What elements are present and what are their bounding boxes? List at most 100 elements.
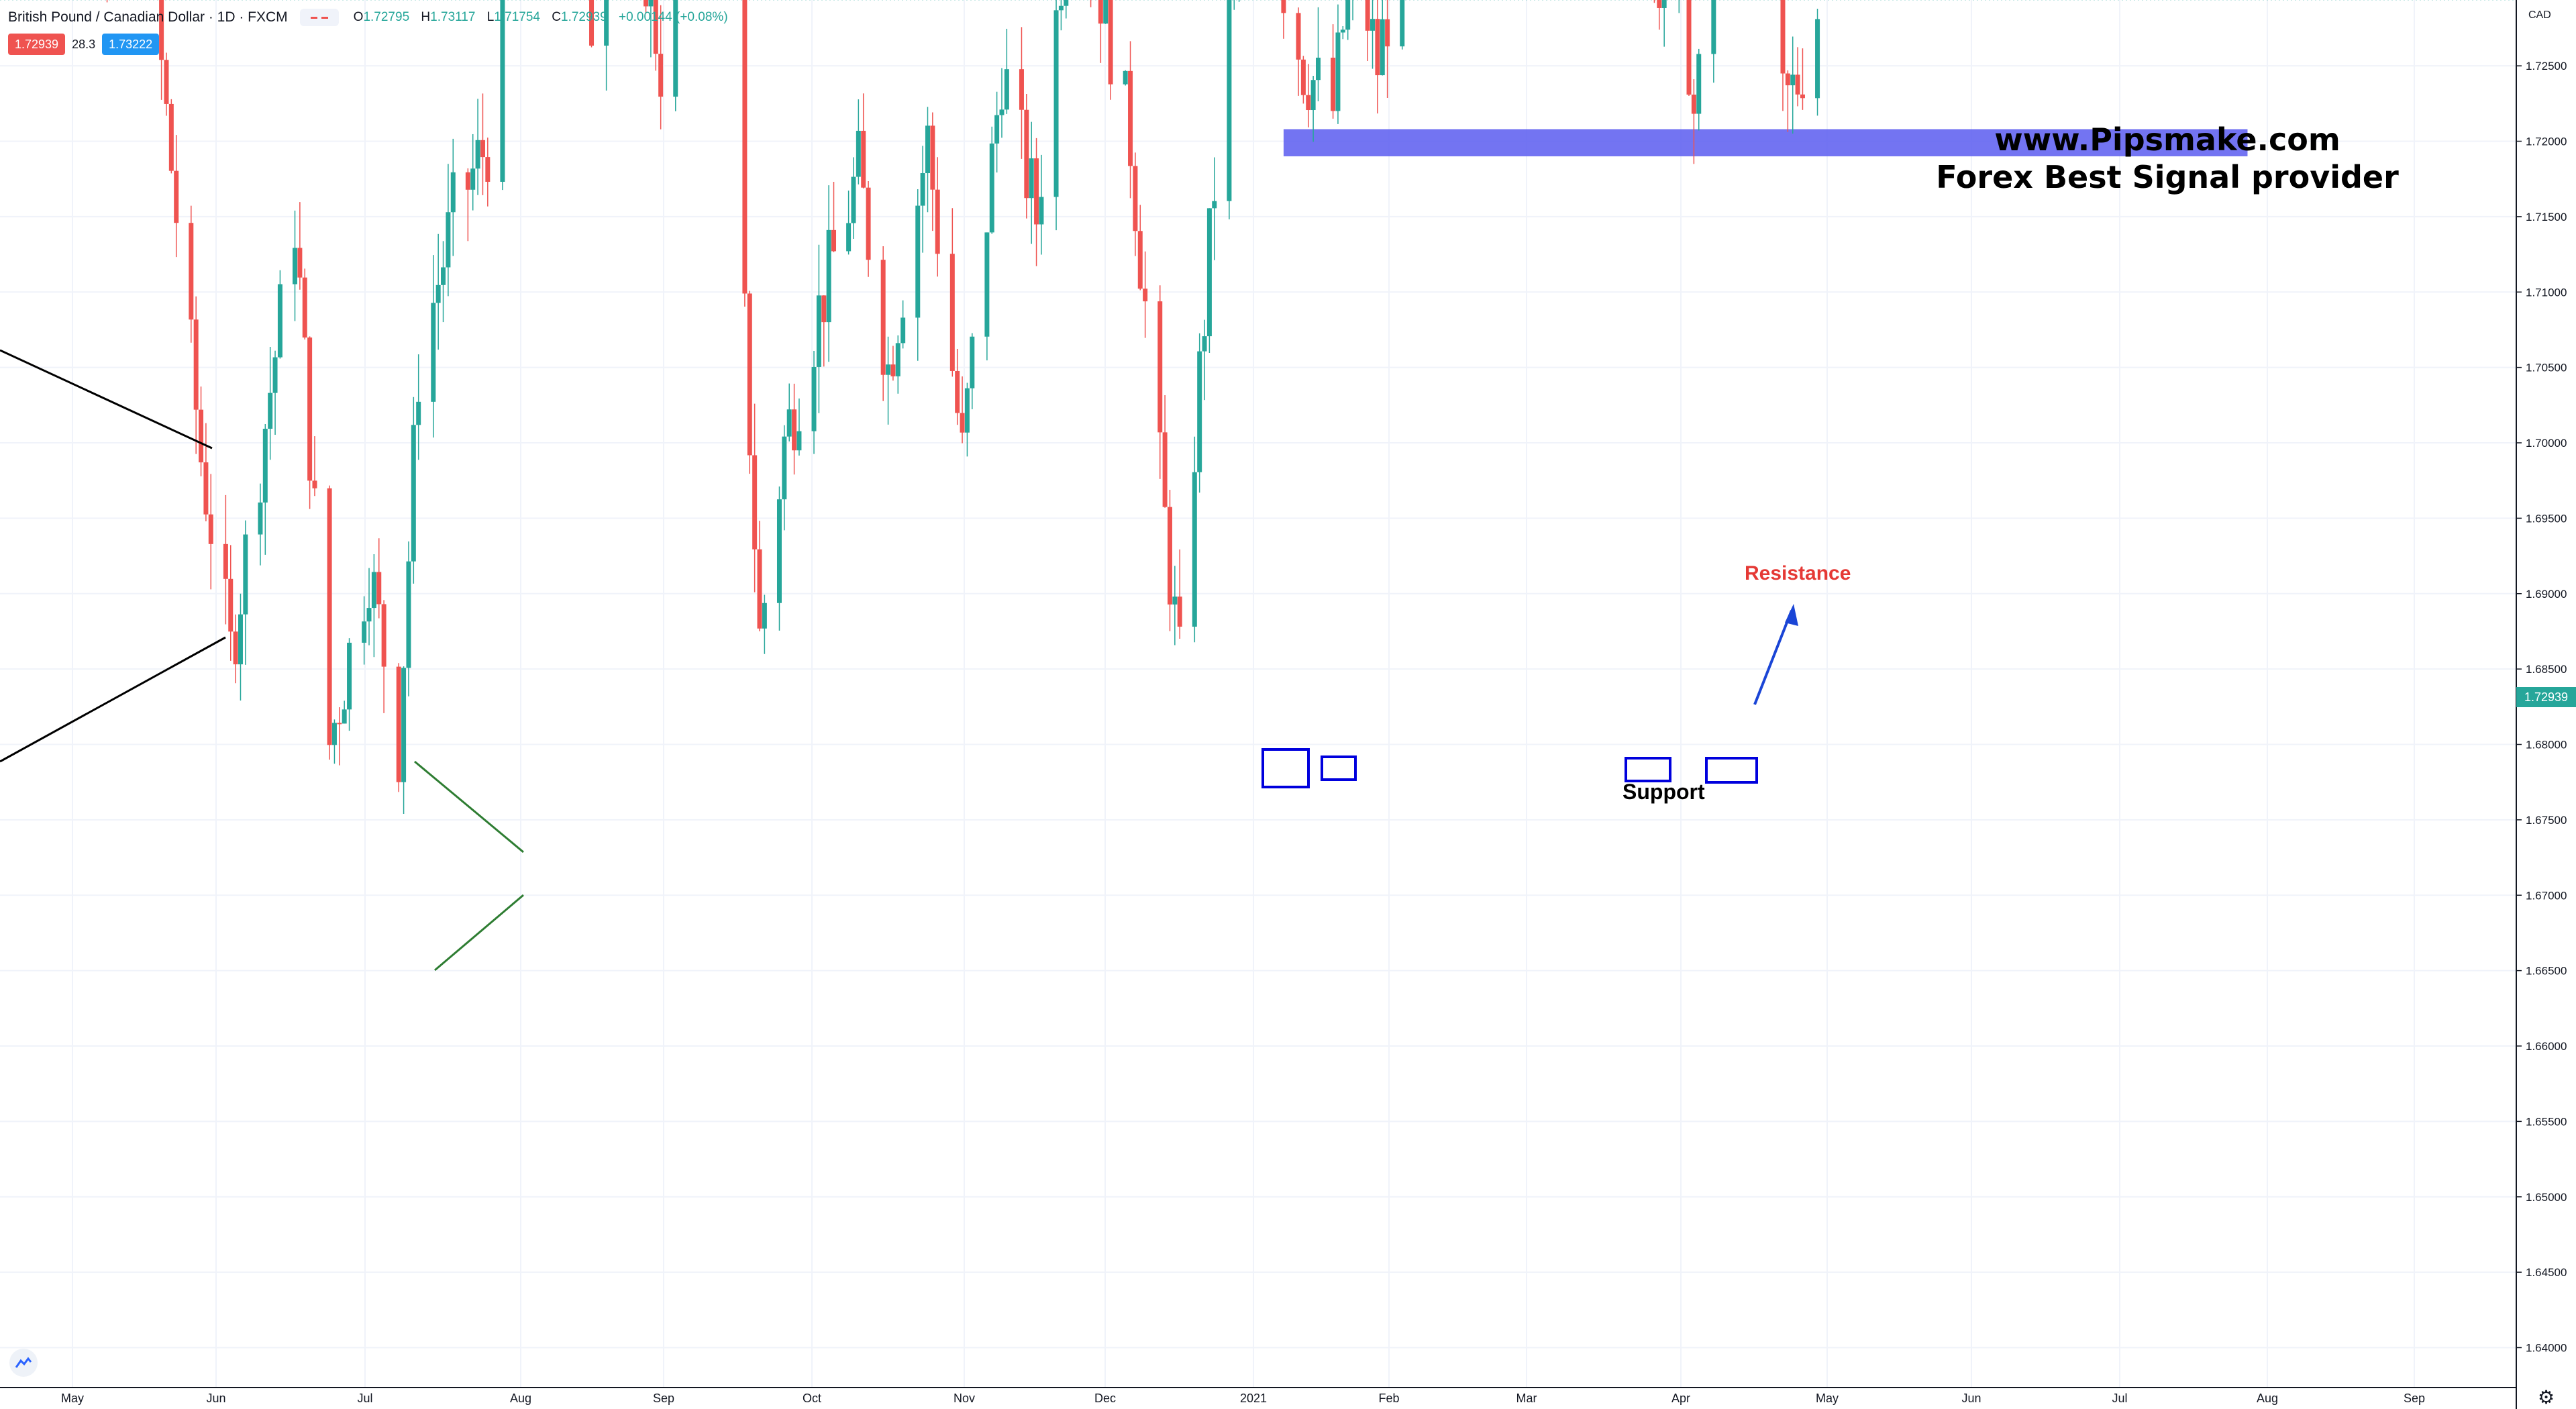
x-tick-label: Apr: [1671, 1392, 1690, 1405]
x-tick-label: Oct: [803, 1392, 821, 1405]
candle-up: [416, 401, 421, 425]
y-tick-label: 1.64500: [2526, 1266, 2567, 1279]
candle-up: [1123, 70, 1128, 85]
candle-up: [1227, 0, 1232, 201]
candle-up: [782, 436, 787, 500]
candle-down: [480, 140, 485, 158]
tradingview-logo-icon[interactable]: [9, 1349, 38, 1377]
candle-up: [786, 409, 792, 437]
candle-up: [796, 431, 802, 451]
trade-buttons: 1.72939 28.3 1.73222: [8, 34, 160, 55]
candle-down: [1686, 0, 1692, 95]
currency-label: CAD: [2528, 9, 2551, 21]
candle-up: [1192, 472, 1197, 627]
candle-up: [673, 0, 678, 97]
candle-down: [658, 54, 664, 97]
candle-down: [233, 631, 238, 665]
candle-up: [1696, 54, 1702, 114]
candle-down: [960, 413, 965, 433]
candle-down: [381, 604, 387, 667]
x-tick-label: Jun: [206, 1392, 225, 1405]
candle-up: [1172, 596, 1178, 605]
y-tick-label: 1.72500: [2526, 60, 2567, 72]
candle-down: [1300, 59, 1306, 95]
candle-up: [1029, 158, 1034, 199]
x-tick-label: Jun: [1961, 1392, 1981, 1405]
x-tick-label: Aug: [510, 1392, 531, 1405]
x-tick-label: May: [61, 1392, 84, 1405]
candle-up: [856, 130, 861, 177]
lower-trendline: [0, 636, 226, 763]
candle-down: [223, 543, 228, 579]
grid-lines: [0, 0, 2516, 1388]
candle-down: [302, 277, 307, 338]
y-tick-label: 1.66000: [2526, 1040, 2567, 1053]
gear-icon[interactable]: ⚙: [2538, 1387, 2555, 1408]
candle-up: [1310, 80, 1316, 111]
candle-down: [376, 572, 382, 605]
x-tick-label: Nov: [954, 1392, 975, 1405]
visibility-toggle-icon[interactable]: [299, 9, 339, 26]
upper-trendline: [0, 349, 213, 450]
ohlc-legend: O1.72795 H1.73117 L1.71754 C1.72939 +0.0…: [353, 10, 728, 24]
candle-up: [243, 534, 248, 615]
candle-down: [193, 319, 199, 410]
candle-down: [831, 229, 837, 252]
support-zone: [1283, 129, 2248, 156]
candle-up: [886, 364, 891, 375]
drawings: [0, 349, 1798, 972]
candle-up: [648, 0, 654, 7]
watermark-text: www.Pipsmake.com Forex Best Signal provi…: [1933, 121, 2402, 196]
candle-up: [441, 267, 446, 285]
candle-down: [821, 295, 827, 323]
candle-down: [935, 189, 940, 254]
y-tick-label: 1.64000: [2526, 1342, 2567, 1355]
candle-up: [366, 608, 372, 622]
breakout-arrow: [1753, 610, 1793, 705]
candle-down: [199, 409, 204, 463]
candle-up: [277, 284, 282, 358]
triangle-upper-line: [414, 760, 524, 853]
current-price-tag: 1.72939: [2516, 687, 2576, 707]
candle-up: [401, 668, 407, 782]
candle-down: [164, 60, 169, 104]
candles: [106, 0, 1820, 814]
candle-up: [371, 572, 376, 609]
x-tick-label: Sep: [653, 1392, 674, 1405]
candle-down: [1691, 95, 1696, 114]
symbol-title[interactable]: British Pound / Canadian Dollar · 1D · F…: [8, 9, 288, 25]
candle-down: [307, 337, 313, 481]
y-tick-label: 1.70500: [2526, 362, 2567, 374]
buy-button[interactable]: 1.73222: [102, 34, 160, 55]
candle-down: [1296, 13, 1301, 60]
sell-button[interactable]: 1.72939: [8, 34, 66, 55]
candle-down: [327, 488, 332, 745]
candle-up: [1058, 5, 1064, 11]
candle-down: [1133, 166, 1138, 231]
zones: [0, 0, 2516, 156]
support-touch-box: [1625, 757, 1671, 782]
candle-up: [900, 317, 906, 344]
candle-up: [1053, 10, 1059, 197]
candle-down: [792, 409, 797, 451]
candle-up: [895, 343, 900, 376]
candle-down: [757, 549, 762, 629]
support-touch-box: [1705, 757, 1758, 784]
candle-down: [653, 0, 658, 54]
candle-down: [949, 254, 955, 371]
candle-down: [1331, 57, 1336, 111]
y-tick-label: 1.71500: [2526, 211, 2567, 223]
x-tick-label: Aug: [2257, 1392, 2278, 1405]
candle-up: [272, 357, 278, 393]
candle-down: [1785, 73, 1790, 86]
y-tick-label: 1.71000: [2526, 286, 2567, 299]
candle-down: [1137, 231, 1143, 289]
candle-down: [203, 462, 209, 515]
candle-down: [297, 248, 303, 278]
candle-up: [1206, 208, 1212, 337]
spread-value: 28.3: [72, 37, 96, 51]
candle-up: [816, 295, 821, 367]
candle-up: [994, 115, 1000, 144]
candle-down: [1108, 0, 1113, 85]
